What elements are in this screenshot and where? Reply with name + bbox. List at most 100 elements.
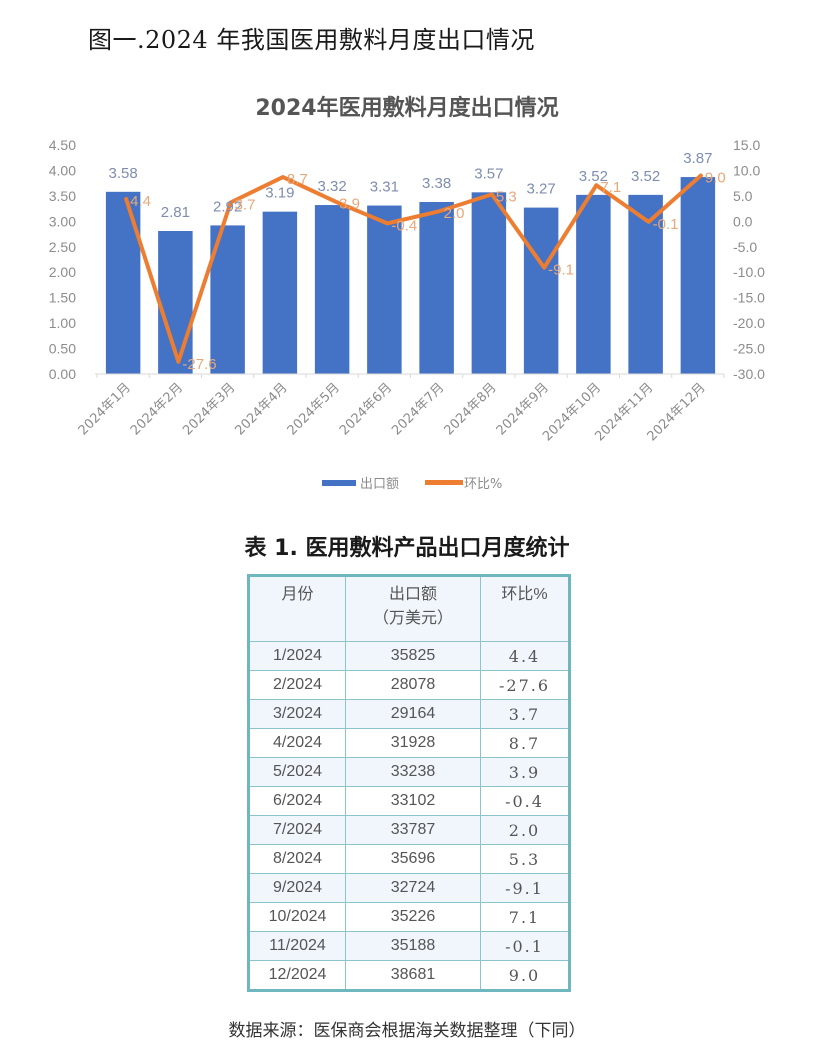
cell-mom: -27.6: [480, 670, 570, 700]
cell-amount: 35226: [345, 902, 481, 932]
bar-value-label: 3.52: [579, 168, 608, 185]
bar-value-label: 3.57: [474, 165, 503, 182]
line-value-label: -0.1: [653, 216, 679, 233]
cell-amount: 35696: [345, 844, 481, 874]
header-mom: 环比%: [480, 575, 570, 642]
bar: [314, 205, 350, 374]
right-axis-tick: 15.0: [733, 137, 760, 153]
export-stats-table: 月份 出口额 （万美元） 环比% 1/2024 35825 4.4 2/2024 280…: [247, 574, 571, 992]
header-amount: 出口额 （万美元）: [345, 575, 481, 642]
cell-month: 10/2024: [248, 902, 346, 932]
table-row: 2/2024 28078 -27.6: [248, 670, 570, 700]
bar: [523, 207, 559, 374]
x-axis-label: 2024年7月: [389, 380, 447, 438]
line-value-label: 3.7: [235, 197, 256, 214]
cell-month: 5/2024: [248, 757, 346, 787]
cell-amount: 35825: [345, 641, 481, 671]
table-row: 7/2024 33787 2.0: [248, 815, 570, 845]
left-y-axis: 4.50 4.00 3.50 3.00 2.50 2.00 1.50 1.00 0.50 0.00: [49, 137, 76, 382]
table-row: 9/2024 32724 -9.1: [248, 873, 570, 903]
cell-month: 1/2024: [248, 641, 346, 671]
header-amount-line1: 出口额: [388, 586, 437, 603]
line-value-label: 5.3: [496, 188, 517, 205]
left-axis-tick: 3.00: [49, 213, 76, 229]
cell-mom: 7.1: [480, 902, 570, 932]
left-axis-tick: 2.50: [49, 239, 76, 255]
bar: [680, 177, 716, 374]
cell-amount: 33238: [345, 757, 481, 787]
line-value-label: 2.0: [444, 205, 465, 222]
cell-month: 11/2024: [248, 931, 346, 961]
line-value-label: 4.4: [130, 193, 151, 210]
legend: 出口额 环比%: [322, 477, 502, 492]
combo-chart: 2024年医用敷料月度出口情况 4.50 4.00 3.50 3.00 2.50 2.00…: [0, 80, 814, 500]
chart-canvas: 2024年医用敷料月度出口情况 4.504.003.503.002.502.00…: [49, 95, 765, 492]
right-axis-tick: 0.0: [733, 213, 753, 229]
cell-month: 12/2024: [248, 960, 346, 991]
legend-label-mom: 环比%: [464, 477, 502, 492]
cell-amount: 28078: [345, 670, 481, 700]
x-axis-label: 2024年3月: [180, 380, 238, 438]
bar-value-label: 3.52: [631, 168, 660, 185]
table-row: 11/2024 35188 -0.1: [248, 931, 570, 961]
cell-amount: 38681: [345, 960, 481, 991]
cell-mom: 3.7: [480, 699, 570, 729]
x-axis-label: 2024年8月: [441, 380, 499, 438]
right-axis-tick: -5.0: [733, 239, 757, 255]
line-value-label: 9.0: [705, 170, 726, 187]
bar-value-label: 3.32: [318, 178, 347, 195]
bar: [262, 211, 298, 374]
source-note: 数据来源：医保商会根据海关数据整理（下同）: [228, 1021, 586, 1041]
cell-amount: 35188: [345, 931, 481, 961]
right-y-axis: 15.0 10.0 5.0 0.0 -5.0 -10.0 -15.0 -20.0 -25.0 -3…: [733, 137, 765, 382]
cell-amount: 31928: [345, 728, 481, 758]
cell-month: 4/2024: [248, 728, 346, 758]
x-axis-labels: 2024年1月2024年2月2024年3月2024年4月2024年5月2024年…: [76, 380, 709, 444]
line-value-label: 8.7: [287, 171, 308, 188]
right-axis-tick: -10.0: [733, 264, 765, 280]
table-row: 3/2024 29164 3.7: [248, 699, 570, 729]
left-axis-tick: 2.00: [49, 264, 76, 280]
line-value-label: 7.1: [600, 179, 621, 196]
legend-label-amount: 出口额: [360, 477, 399, 492]
cell-month: 2/2024: [248, 670, 346, 700]
cell-amount: 29164: [345, 699, 481, 729]
left-axis-tick: 0.00: [49, 366, 76, 382]
table-row: 8/2024 35696 5.3: [248, 844, 570, 874]
table-row: 12/2024 38681 9.0: [248, 960, 570, 991]
table-title: 表 1. 医用敷料产品出口月度统计: [244, 536, 570, 561]
cell-month: 6/2024: [248, 786, 346, 816]
legend-bar-swatch-icon: [322, 480, 356, 486]
cell-mom: -0.4: [480, 786, 570, 816]
bar-value-label: 3.27: [527, 181, 556, 198]
cell-amount: 33787: [345, 815, 481, 845]
right-axis-tick: -20.0: [733, 315, 765, 331]
right-axis-tick: -30.0: [733, 366, 765, 382]
cell-mom: 4.4: [480, 641, 570, 671]
cell-mom: 8.7: [480, 728, 570, 758]
x-axis-label: 2024年4月: [232, 380, 290, 438]
figure-caption: 图一.2024 年我国医用敷料月度出口情况: [88, 26, 535, 54]
cell-amount: 32724: [345, 873, 481, 903]
x-axis-label: 2024年1月: [76, 380, 134, 438]
line-data-labels: 4.4 -27.6 3.7 8.7 3.9 -0.4 2.0 5.3 -9.1 7.1 -0.1 9.…: [130, 170, 726, 373]
table-row: 5/2024 33238 3.9: [248, 757, 570, 787]
legend-line-swatch-icon: [425, 480, 463, 485]
bar-value-label: 2.92: [213, 198, 242, 215]
line-value-label: -9.1: [548, 262, 574, 279]
bar: [628, 194, 663, 374]
bar-value-label: 3.19: [265, 185, 294, 202]
line-value-label: -27.6: [182, 356, 216, 373]
cell-mom: 3.9: [480, 757, 570, 787]
x-axis-ticks: [96, 374, 725, 378]
bar-value-label: 3.38: [422, 175, 451, 192]
chart-title: 2024年医用敷料月度出口情况: [255, 95, 558, 121]
right-axis-tick: -25.0: [733, 341, 765, 357]
x-axis-label: 2024年5月: [285, 380, 343, 438]
cell-mom: -0.1: [480, 931, 570, 961]
cell-mom: 5.3: [480, 844, 570, 874]
bar: [471, 192, 507, 374]
bar-value-label: 3.58: [109, 165, 138, 182]
left-axis-tick: 1.00: [49, 315, 76, 331]
cell-month: 7/2024: [248, 815, 346, 845]
